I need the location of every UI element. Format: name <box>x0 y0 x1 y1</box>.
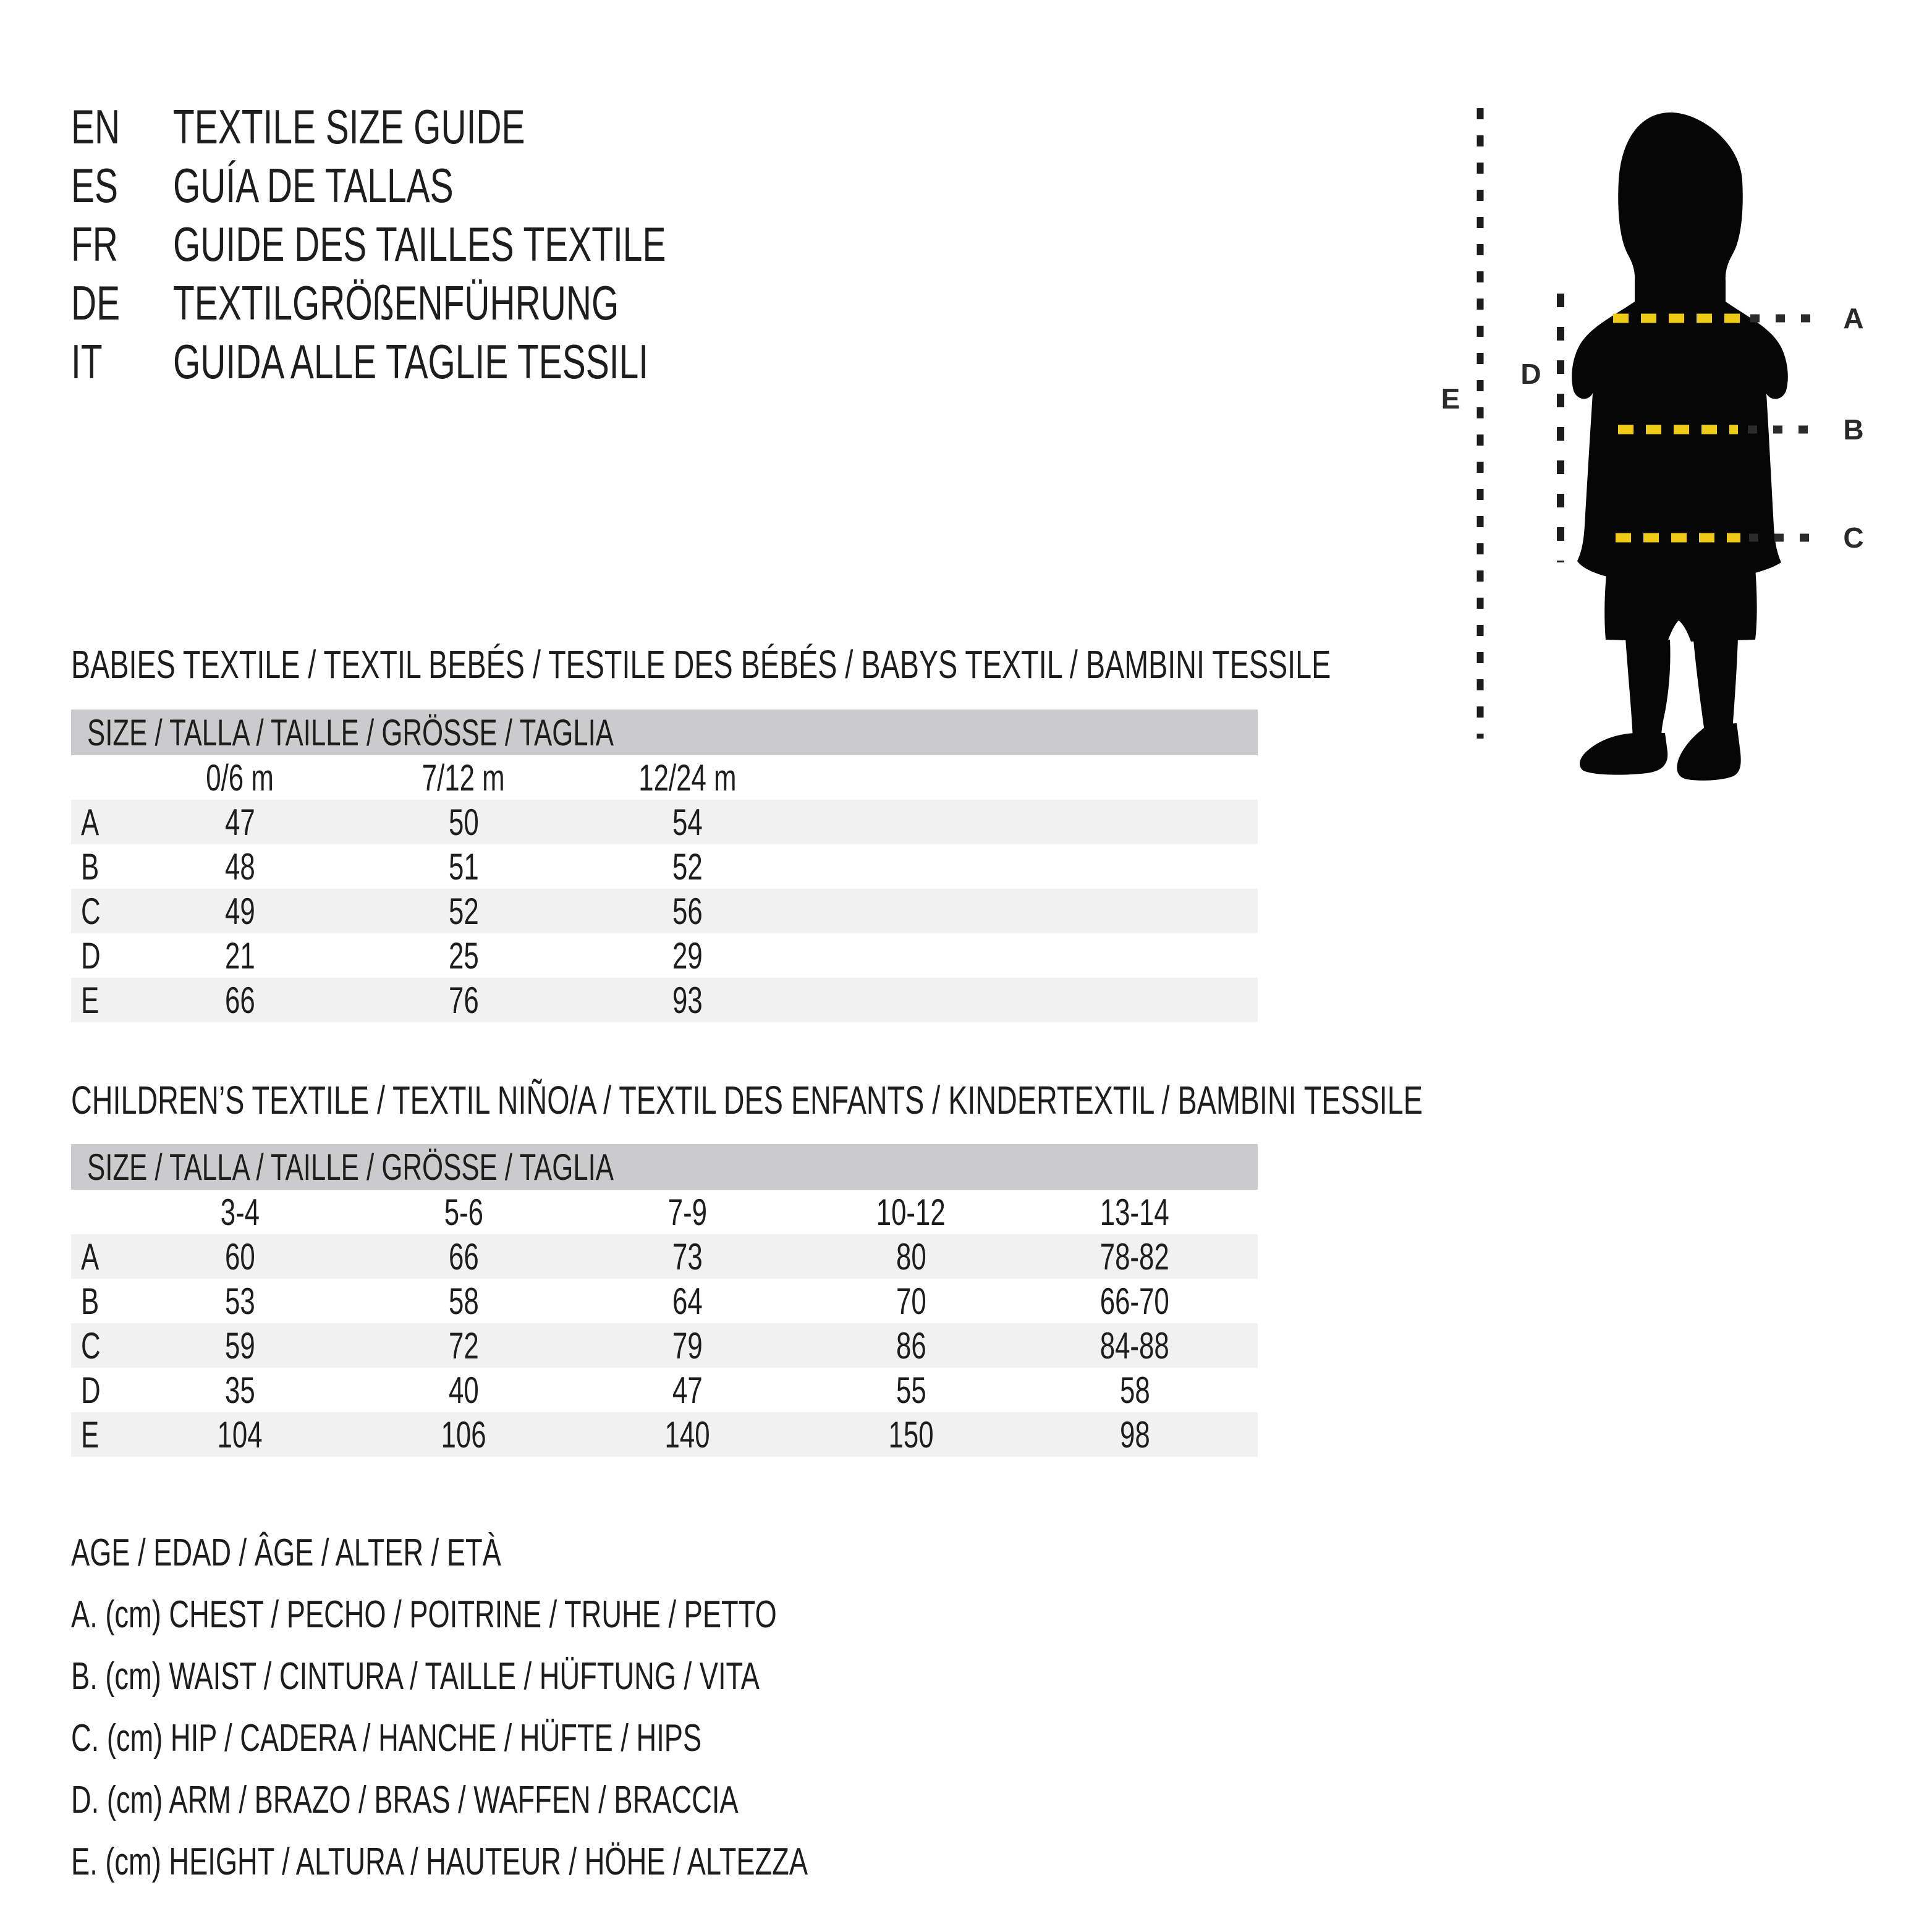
measurement-diagram: A B C D E <box>1421 37 1932 810</box>
lang-row-it: IT GUIDA ALLE TAGLIE TESSILI <box>71 333 848 391</box>
language-title-block: EN TEXTILE SIZE GUIDE ES GUÍA DE TALLAS … <box>71 98 848 391</box>
table-row: D 21 25 29 <box>81 934 703 977</box>
table-row: D 35 40 47 55 58 <box>81 1369 1150 1411</box>
babies-column-headers: 0/6 m 7/12 m 12/24 m <box>71 755 1258 800</box>
legend-height: E. (cm) HEIGHT / ALTURA / HAUTEUR / HÖHE… <box>71 1840 808 1883</box>
children-col-2: 7-9 <box>667 1191 707 1233</box>
table-row: E 104 106 140 150 98 <box>71 1412 1258 1457</box>
lang-code-it: IT <box>71 334 103 389</box>
table-row: E 66 76 93 <box>71 978 1258 1022</box>
children-col-0: 3-4 <box>220 1191 260 1233</box>
child-silhouette <box>1572 112 1788 781</box>
lang-code-es: ES <box>71 158 118 213</box>
table-row: C 49 52 56 <box>71 889 1258 933</box>
lang-title-en: TEXTILE SIZE GUIDE <box>173 100 525 154</box>
table-row: C 59 72 79 86 84-88 <box>71 1323 1258 1368</box>
lang-row-es: ES GUÍA DE TALLAS <box>71 156 848 215</box>
children-section-title: CHILDREN’S TEXTILE / TEXTIL NIÑO/A / TEX… <box>71 1078 1423 1122</box>
legend-waist: B. (cm) WAIST / CINTURA / TAILLE / HÜFTU… <box>71 1654 760 1698</box>
marker-d: D <box>1520 358 1543 390</box>
lang-row-de: DE TEXTILGRÖßENFÜHRUNG <box>71 274 848 333</box>
children-col-4: 13-14 <box>1099 1191 1170 1233</box>
children-size-header: SIZE / TALLA / TAILLE / GRÖSSE / TAGLIA <box>71 1144 1258 1190</box>
legend-arm: D. (cm) ARM / BRAZO / BRAS / WAFFEN / BR… <box>71 1778 739 1821</box>
marker-e: E <box>1441 383 1462 415</box>
marker-b: B <box>1843 413 1865 446</box>
lang-title-de: TEXTILGRÖßENFÜHRUNG <box>173 276 619 330</box>
marker-a: A <box>1843 302 1865 334</box>
babies-section-title: BABIES TEXTILE / TEXTIL BEBÉS / TESTILE … <box>71 642 1331 687</box>
measurement-legend: AGE / EDAD / ÂGE / ALTER / ETÀ A. (cm) C… <box>71 1522 1080 1892</box>
lang-code-fr: FR <box>71 217 118 271</box>
babies-col-2: 12/24 m <box>638 756 737 799</box>
lang-title-fr: GUIDE DES TAILLES TEXTILE <box>173 217 666 271</box>
lang-title-es: GUÍA DE TALLAS <box>173 158 454 213</box>
babies-col-0: 0/6 m <box>206 756 274 799</box>
lang-row-fr: FR GUIDE DES TAILLES TEXTILE <box>71 215 848 274</box>
babies-table: SIZE / TALLA / TAILLE / GRÖSSE / TAGLIA … <box>71 710 1258 1022</box>
lang-code-en: EN <box>71 100 121 154</box>
children-table: SIZE / TALLA / TAILLE / GRÖSSE / TAGLIA … <box>71 1144 1258 1457</box>
marker-c: C <box>1843 522 1865 554</box>
lang-row-en: EN TEXTILE SIZE GUIDE <box>71 98 848 156</box>
legend-hip: C. (cm) HIP / CADERA / HANCHE / HÜFTE / … <box>71 1716 702 1760</box>
lang-code-de: DE <box>71 276 121 330</box>
legend-chest: A. (cm) CHEST / PECHO / POITRINE / TRUHE… <box>71 1593 777 1636</box>
children-column-headers: 3-4 5-6 7-9 10-12 13-14 <box>71 1190 1258 1234</box>
table-row: B 48 51 52 <box>81 845 703 888</box>
babies-col-1: 7/12 m <box>422 756 505 799</box>
legend-age: AGE / EDAD / ÂGE / ALTER / ETÀ <box>71 1531 501 1574</box>
table-row: A 60 66 73 80 78-82 <box>71 1234 1258 1279</box>
child-silhouette-graphic <box>1477 108 1823 781</box>
lang-title-it: GUIDA ALLE TAGLIE TESSILI <box>173 334 649 389</box>
children-col-3: 10-12 <box>876 1191 946 1233</box>
children-col-1: 5-6 <box>444 1191 483 1233</box>
babies-size-header: SIZE / TALLA / TAILLE / GRÖSSE / TAGLIA <box>71 710 1258 755</box>
table-row: B 53 58 64 70 66-70 <box>81 1280 1170 1322</box>
table-row: A 47 50 54 <box>71 800 1258 844</box>
